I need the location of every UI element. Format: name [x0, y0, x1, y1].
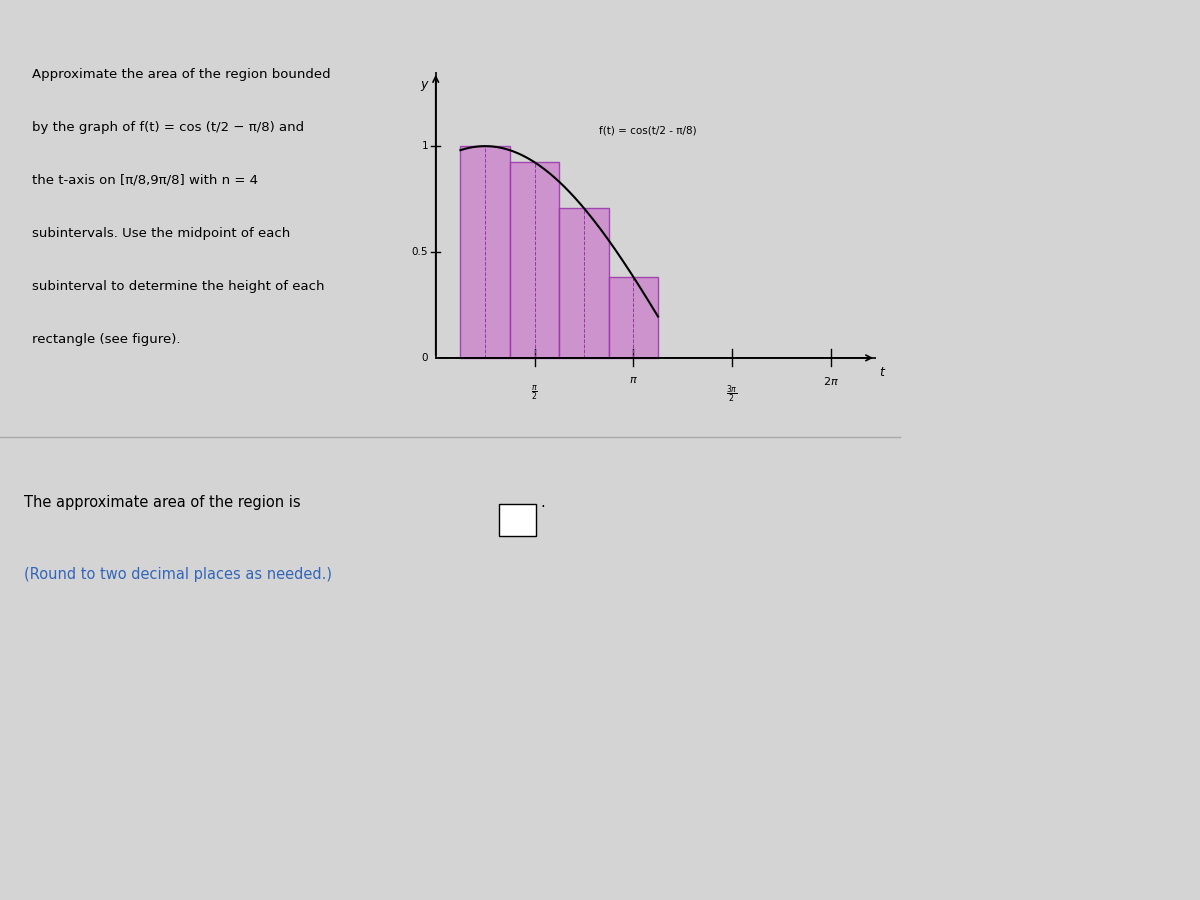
Text: 0.5: 0.5: [412, 247, 428, 257]
Text: subintervals. Use the midpoint of each: subintervals. Use the midpoint of each: [31, 227, 290, 239]
Text: rectangle (see figure).: rectangle (see figure).: [31, 333, 180, 346]
Bar: [559, 208, 608, 358]
Text: by the graph of f(t) = cos (t/2 − π/8) and: by the graph of f(t) = cos (t/2 − π/8) a…: [31, 121, 304, 134]
Text: f(t) = cos(t/2 - π/8): f(t) = cos(t/2 - π/8): [599, 125, 697, 136]
Text: The approximate area of the region is: The approximate area of the region is: [24, 495, 301, 510]
FancyBboxPatch shape: [499, 504, 536, 536]
Text: 0: 0: [421, 353, 428, 363]
Text: (Round to two decimal places as needed.): (Round to two decimal places as needed.): [24, 567, 332, 582]
Text: y: y: [421, 77, 428, 91]
Text: $\pi$: $\pi$: [629, 374, 637, 385]
Text: t: t: [880, 366, 884, 380]
Text: $\frac{3\pi}{2}$: $\frac{3\pi}{2}$: [726, 383, 738, 405]
Text: Approximate the area of the region bounded: Approximate the area of the region bound…: [31, 68, 330, 81]
Bar: [461, 146, 510, 358]
Bar: [510, 162, 559, 358]
Text: the t-axis on [π/8,9π/8] with n = 4: the t-axis on [π/8,9π/8] with n = 4: [31, 174, 258, 186]
Bar: [608, 277, 658, 358]
Text: .: .: [541, 495, 545, 510]
Text: $\frac{\pi}{2}$: $\frac{\pi}{2}$: [532, 383, 538, 402]
Text: $2\pi$: $2\pi$: [823, 374, 839, 387]
Text: 1: 1: [421, 141, 428, 151]
Text: subinterval to determine the height of each: subinterval to determine the height of e…: [31, 280, 324, 292]
